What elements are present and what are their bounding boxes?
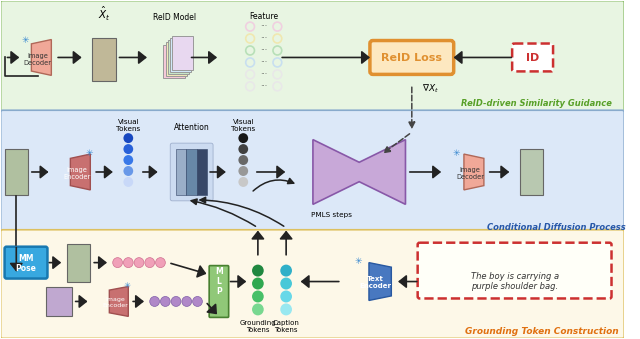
Text: $\hat{X}_t$: $\hat{X}_t$	[97, 5, 110, 23]
Text: ···: ···	[260, 22, 268, 31]
Circle shape	[134, 258, 144, 267]
Text: Text
Encoder: Text Encoder	[360, 276, 392, 289]
Text: Visual
Tokens: Visual Tokens	[116, 119, 140, 132]
Polygon shape	[31, 40, 51, 75]
FancyBboxPatch shape	[209, 265, 228, 317]
FancyBboxPatch shape	[197, 149, 207, 195]
Circle shape	[171, 297, 181, 306]
FancyBboxPatch shape	[172, 36, 193, 69]
Circle shape	[280, 265, 292, 277]
Circle shape	[124, 155, 133, 165]
Text: Attention: Attention	[174, 123, 209, 132]
Text: ✳: ✳	[86, 148, 93, 158]
Text: ···: ···	[260, 82, 268, 91]
Text: ✳: ✳	[21, 36, 29, 45]
FancyBboxPatch shape	[67, 244, 90, 281]
Polygon shape	[369, 263, 391, 300]
Text: $\nabla X_t$: $\nabla X_t$	[422, 82, 438, 95]
Polygon shape	[70, 154, 90, 190]
Text: MM
Pose: MM Pose	[15, 254, 36, 273]
FancyBboxPatch shape	[170, 38, 191, 72]
FancyBboxPatch shape	[1, 110, 624, 232]
FancyBboxPatch shape	[176, 149, 186, 195]
Text: ···: ···	[260, 70, 268, 79]
Text: ···: ···	[260, 46, 268, 55]
FancyBboxPatch shape	[47, 286, 72, 316]
Text: Feature: Feature	[249, 12, 278, 21]
FancyBboxPatch shape	[186, 149, 197, 195]
Circle shape	[113, 258, 122, 267]
Circle shape	[238, 177, 248, 187]
Circle shape	[150, 297, 159, 306]
Circle shape	[193, 297, 202, 306]
Circle shape	[145, 258, 155, 267]
Text: Image
Decoder: Image Decoder	[456, 167, 484, 180]
FancyBboxPatch shape	[418, 243, 611, 298]
Circle shape	[124, 258, 133, 267]
Polygon shape	[109, 286, 128, 316]
FancyBboxPatch shape	[520, 149, 543, 195]
Text: PMLS steps: PMLS steps	[312, 212, 353, 218]
Circle shape	[124, 133, 133, 143]
Text: ✳: ✳	[124, 281, 131, 290]
Circle shape	[280, 303, 292, 315]
Circle shape	[280, 291, 292, 302]
Text: ID: ID	[526, 54, 540, 63]
Circle shape	[238, 155, 248, 165]
Circle shape	[238, 166, 248, 176]
Polygon shape	[464, 154, 484, 190]
Text: M
L
P: M L P	[215, 267, 223, 296]
FancyBboxPatch shape	[168, 40, 189, 74]
Text: ✳: ✳	[355, 257, 362, 266]
Circle shape	[252, 291, 264, 302]
FancyBboxPatch shape	[163, 44, 185, 78]
Text: Conditional Diffusion Process: Conditional Diffusion Process	[486, 223, 625, 232]
Circle shape	[124, 144, 133, 154]
FancyBboxPatch shape	[370, 41, 454, 74]
Circle shape	[280, 278, 292, 290]
Text: Image
Encoder: Image Encoder	[103, 297, 129, 308]
Circle shape	[238, 144, 248, 154]
Circle shape	[252, 265, 264, 277]
Circle shape	[252, 303, 264, 315]
Circle shape	[161, 297, 170, 306]
FancyBboxPatch shape	[4, 149, 28, 195]
FancyBboxPatch shape	[166, 42, 187, 76]
Circle shape	[156, 258, 165, 267]
FancyBboxPatch shape	[512, 43, 553, 72]
Text: Visual
Tokens: Visual Tokens	[231, 119, 255, 132]
FancyBboxPatch shape	[4, 247, 47, 279]
Circle shape	[182, 297, 191, 306]
FancyBboxPatch shape	[170, 143, 213, 201]
Polygon shape	[313, 140, 406, 204]
Text: Grounding Token Construction: Grounding Token Construction	[465, 327, 618, 336]
Circle shape	[238, 133, 248, 143]
Text: The boy is carrying a
purple shoulder bag.: The boy is carrying a purple shoulder ba…	[471, 272, 559, 291]
Text: ···: ···	[260, 58, 268, 67]
Text: Grounding
Tokens: Grounding Tokens	[239, 320, 276, 333]
Circle shape	[252, 278, 264, 290]
Text: ReID Loss: ReID Loss	[381, 54, 442, 63]
Text: Image
Decoder: Image Decoder	[24, 53, 52, 66]
Circle shape	[124, 177, 133, 187]
Text: Caption
Tokens: Caption Tokens	[273, 320, 300, 333]
FancyBboxPatch shape	[92, 38, 116, 81]
Text: ReID Model: ReID Model	[152, 13, 196, 22]
Text: ···: ···	[260, 34, 268, 43]
Text: ReID-driven Similarity Guidance: ReID-driven Similarity Guidance	[461, 99, 612, 108]
Text: Image
Encoder: Image Encoder	[63, 167, 90, 180]
FancyBboxPatch shape	[1, 230, 624, 338]
Text: ✳: ✳	[453, 148, 460, 158]
Circle shape	[124, 166, 133, 176]
FancyBboxPatch shape	[1, 1, 624, 112]
